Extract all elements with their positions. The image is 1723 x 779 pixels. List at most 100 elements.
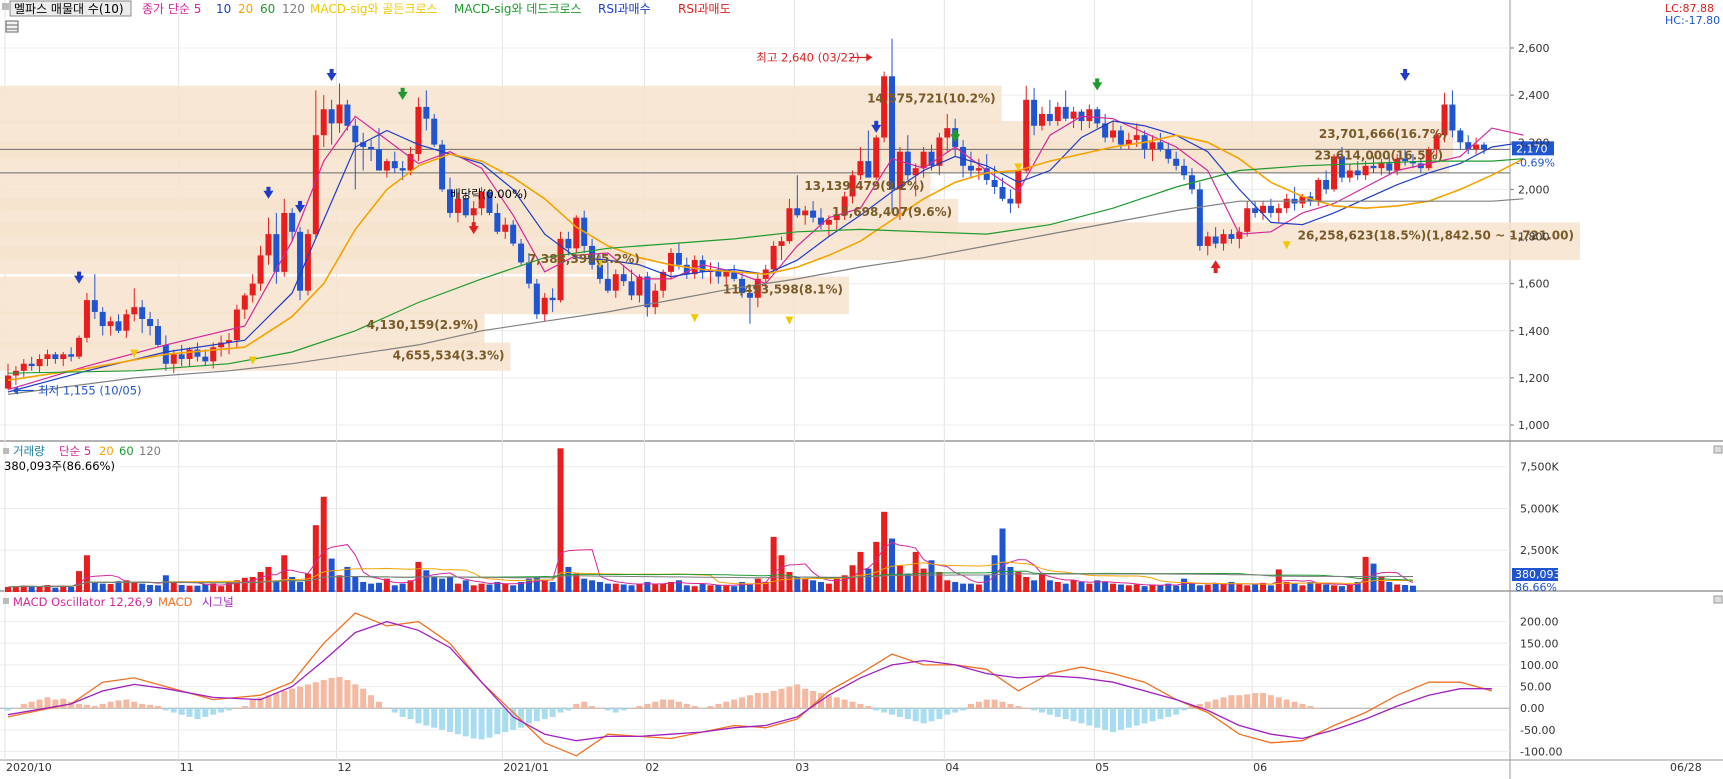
volume-bar <box>833 578 840 592</box>
volume-bar <box>699 583 706 592</box>
volume-bar <box>1196 585 1203 592</box>
macd-oscillator-bar <box>99 703 106 709</box>
main-legend-item: 60 <box>260 2 275 16</box>
volume-bar <box>960 583 967 592</box>
macd-oscillator-bar <box>1196 703 1203 709</box>
volume-bar <box>289 576 296 592</box>
volume-bar <box>675 580 682 592</box>
macd-oscillator-bar <box>873 708 880 711</box>
volume-bar <box>565 566 572 592</box>
macd-oscillator-bar <box>825 695 832 709</box>
volume-bar <box>999 528 1006 592</box>
volume-legend-item: 60 <box>119 444 134 458</box>
candle-body <box>1473 144 1480 150</box>
volume-bar <box>52 587 59 592</box>
candle-body <box>1102 123 1109 138</box>
candle-body <box>454 198 461 213</box>
candle-body <box>1299 196 1306 204</box>
macd-oscillator-bar <box>904 708 911 720</box>
x-axis-label: 06 <box>1253 761 1267 774</box>
volume-profile-label: 11,493,598(8.1%) <box>723 283 843 297</box>
volume-bar <box>233 580 240 592</box>
volume-info: 380,093주(86.66%) <box>4 459 115 473</box>
candle-body <box>1465 142 1472 150</box>
macd-oscillator-bar <box>226 708 233 711</box>
high-label: 최고 2,640 (03/22) <box>756 50 860 64</box>
macd-oscillator-bar <box>1046 708 1053 715</box>
macd-tick-label: -100.00 <box>1520 746 1562 759</box>
candle-body <box>28 363 35 367</box>
volume-bar <box>44 584 51 592</box>
panel-resize-handle[interactable] <box>1713 595 1723 604</box>
candle-body <box>210 347 217 362</box>
macd-oscillator-bar <box>889 708 896 715</box>
macd-oscillator-bar <box>510 708 517 730</box>
volume-bar <box>202 584 209 592</box>
macd-oscillator-bar <box>68 701 75 709</box>
candle-body <box>241 295 248 310</box>
panel-resize-handle[interactable] <box>1713 445 1723 454</box>
legend-title-box[interactable] <box>9 0 132 17</box>
macd-oscillator-bar <box>533 708 540 722</box>
volume-current-label: 380,093 <box>1515 568 1561 581</box>
volume-tick-label: 7,500K <box>1520 461 1559 474</box>
candle-body <box>1275 208 1282 213</box>
signal-marker <box>1210 260 1221 269</box>
volume-bar <box>178 584 185 592</box>
volume-bar <box>810 580 817 592</box>
volume-bar <box>360 581 367 592</box>
ma-line-5 <box>7 115 1524 391</box>
volume-bar <box>802 578 809 592</box>
macd-oscillator-bar <box>1165 708 1172 717</box>
macd-oscillator-bar <box>131 701 138 709</box>
macd-oscillator-bar <box>470 708 477 739</box>
candle-body <box>470 208 477 216</box>
table-icon[interactable] <box>5 20 19 33</box>
candle-body <box>91 300 98 312</box>
candle-body <box>1283 198 1290 209</box>
candle-body <box>289 212 296 232</box>
candle-body <box>52 354 59 360</box>
legend-bullet <box>3 598 9 604</box>
candle-body <box>691 260 698 275</box>
candle-body <box>975 168 982 171</box>
candle-body <box>1173 158 1180 166</box>
signal-marker <box>1092 82 1103 91</box>
candle-body <box>1031 99 1038 126</box>
volume-bar <box>1354 581 1361 592</box>
candle-body <box>1094 109 1101 124</box>
volume-bar <box>944 580 951 592</box>
macd-oscillator-bar <box>1212 699 1219 709</box>
macd-oscillator-bar <box>802 688 809 709</box>
candle-body <box>344 104 351 126</box>
signal-marker <box>785 316 794 325</box>
volume-bar <box>715 584 722 592</box>
axes <box>2 0 1558 604</box>
macd-oscillator-bar <box>762 693 769 709</box>
signal-marker-stem <box>77 271 82 277</box>
macd-oscillator-bar <box>1275 697 1282 709</box>
macd-oscillator-bar <box>1125 708 1132 728</box>
volume-bar <box>20 585 27 592</box>
volume-bar <box>494 581 501 592</box>
macd-oscillator-bar <box>1244 694 1251 709</box>
volume-profile-label: 7,388,399(5.2%) <box>528 252 640 266</box>
volume-bar <box>991 555 998 592</box>
macd-oscillator-bar <box>391 708 398 713</box>
volume-profile-label: 13,698,407(9.6%) <box>832 205 952 219</box>
volume-legend-item: 20 <box>99 444 114 458</box>
macd-oscillator-bar <box>1117 708 1124 730</box>
volume-bar <box>368 583 375 592</box>
volume-bar <box>1086 583 1093 592</box>
macd-oscillator-bar <box>691 706 698 709</box>
macd-oscillator-bar <box>833 697 840 709</box>
volume-bar <box>139 583 146 592</box>
macd-tick-label: -50.00 <box>1520 724 1555 737</box>
candle-body <box>518 243 525 263</box>
volume-bar <box>1173 585 1180 592</box>
candle-body <box>1220 234 1227 244</box>
volume-bar <box>620 584 627 592</box>
volume-profile-label: 23,701,666(16.7%) <box>1319 127 1448 141</box>
moving-average-lines <box>7 115 1524 395</box>
volume-bar <box>281 555 288 592</box>
